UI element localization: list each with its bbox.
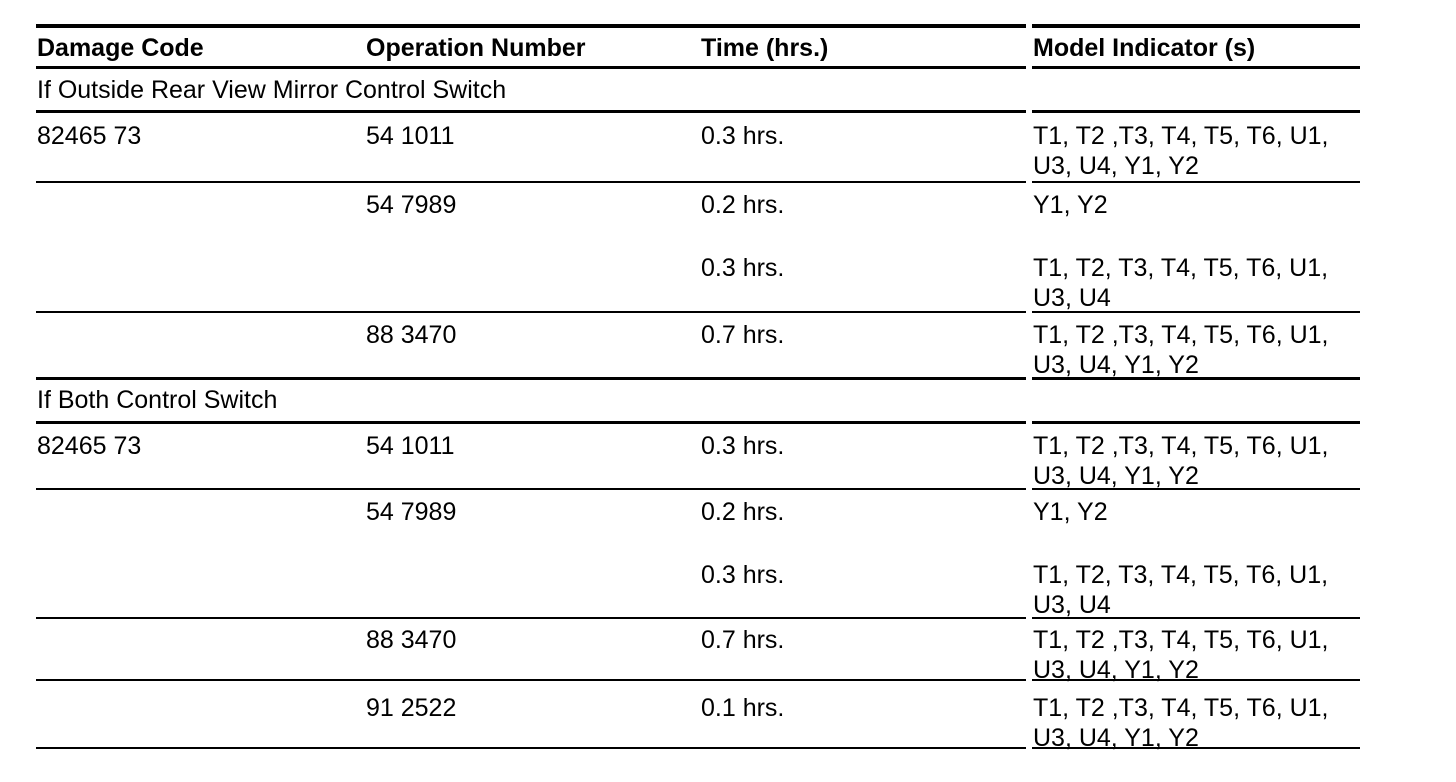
model-indicators-cell: T1, T2 ,T3, T4, T5, T6, U1, U3, U4, Y1, …: [1033, 321, 1329, 379]
column-header-operation-number: Operation Number: [366, 34, 586, 62]
table-row: 88 3470 0.7 hrs. T1, T2 ,T3, T4, T5, T6,…: [36, 617, 1360, 684]
table-row: 54 7989 0.2 hrs. Y1, Y2: [36, 181, 1360, 253]
operation-number-cell: [365, 253, 700, 311]
column-header-damage-code: Damage Code: [37, 34, 204, 62]
table-row: 82465 73 54 1011 0.3 hrs. T1, T2 ,T3, T4…: [36, 110, 1360, 181]
table-row: 54 7989 0.2 hrs. Y1, Y2: [36, 488, 1360, 559]
section-title: If Both Control Switch: [37, 386, 278, 414]
damage-code-cell: [36, 190, 365, 253]
model-indicators-cell: T1, T2, T3, T4, T5, T6, U1, U3, U4: [1033, 254, 1329, 312]
table-row: 82465 73 54 1011 0.3 hrs. T1, T2 ,T3, T4…: [36, 421, 1360, 490]
section-title: If Outside Rear View Mirror Control Swit…: [37, 76, 507, 104]
section-row: If Outside Rear View Mirror Control Swit…: [36, 66, 1360, 110]
model-indicators-cell: Y1, Y2: [1033, 498, 1108, 526]
labor-time-table: Damage Code Operation Number Time (hrs.)…: [36, 24, 1360, 752]
time-cell: 0.3 hrs.: [701, 122, 785, 150]
operation-number-cell: 54 1011: [366, 122, 455, 150]
operation-number-cell: 88 3470: [366, 626, 457, 654]
operation-number-cell: 54 7989: [366, 191, 457, 219]
model-indicators-cell: T1, T2 ,T3, T4, T5, T6, U1, U3, U4, Y1, …: [1033, 122, 1329, 180]
operation-number-cell: 88 3470: [366, 321, 457, 349]
damage-code-cell: [36, 253, 365, 311]
time-cell: 0.2 hrs.: [701, 191, 785, 219]
model-indicators-cell: T1, T2 ,T3, T4, T5, T6, U1, U3, U4, Y1, …: [1033, 694, 1329, 752]
damage-code-cell: 82465 73: [37, 432, 142, 460]
model-indicators-cell: Y1, Y2: [1033, 191, 1108, 219]
damage-code-cell: [36, 497, 365, 559]
operation-number-cell: 54 1011: [366, 432, 455, 460]
time-cell: 0.2 hrs.: [701, 498, 785, 526]
model-indicators-cell: T1, T2 ,T3, T4, T5, T6, U1, U3, U4, Y1, …: [1033, 432, 1329, 490]
time-cell: 0.1 hrs.: [701, 694, 785, 722]
table-row: 0.3 hrs. T1, T2, T3, T4, T5, T6, U1, U3,…: [36, 559, 1360, 619]
damage-code-cell: [36, 625, 365, 679]
damage-code-cell: [36, 320, 365, 377]
section-row: If Both Control Switch: [36, 377, 1360, 421]
operation-number-cell: 91 2522: [366, 694, 457, 722]
time-cell: 0.7 hrs.: [701, 626, 785, 654]
damage-code-cell: 82465 73: [37, 122, 142, 150]
table-row: 88 3470 0.7 hrs. T1, T2 ,T3, T4, T5, T6,…: [36, 311, 1360, 379]
model-indicators-cell: T1, T2, T3, T4, T5, T6, U1, U3, U4: [1033, 561, 1329, 619]
table-row: 0.3 hrs. T1, T2, T3, T4, T5, T6, U1, U3,…: [36, 253, 1360, 312]
model-indicators-cell: T1, T2 ,T3, T4, T5, T6, U1, U3, U4, Y1, …: [1033, 626, 1329, 684]
table-row: 91 2522 0.1 hrs. T1, T2 ,T3, T4, T5, T6,…: [36, 679, 1360, 752]
table-header-row: Damage Code Operation Number Time (hrs.)…: [36, 24, 1360, 66]
time-cell: 0.3 hrs.: [701, 254, 785, 282]
column-header-model-indicator: Model Indicator (s): [1033, 34, 1256, 62]
damage-code-cell: [36, 693, 365, 747]
column-header-time: Time (hrs.): [701, 34, 829, 62]
operation-number-cell: 54 7989: [366, 498, 457, 526]
time-cell: 0.3 hrs.: [701, 561, 785, 589]
damage-code-cell: [36, 560, 365, 617]
time-cell: 0.7 hrs.: [701, 321, 785, 349]
operation-number-cell: [365, 560, 700, 617]
time-cell: 0.3 hrs.: [701, 432, 785, 460]
